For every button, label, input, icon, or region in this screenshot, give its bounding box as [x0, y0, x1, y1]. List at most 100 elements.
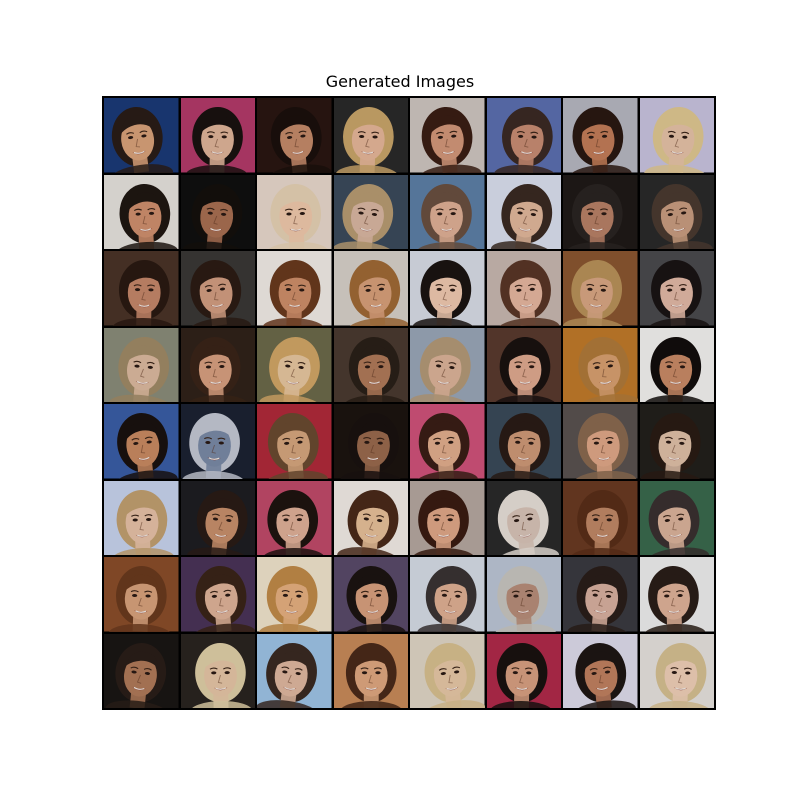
face-thumbnail	[486, 251, 561, 326]
generated-face-image	[257, 557, 332, 632]
generated-face-image	[563, 251, 638, 326]
generated-face-image	[104, 404, 179, 479]
generated-face-image	[257, 98, 332, 173]
generated-face-image	[180, 327, 255, 402]
face-thumbnail	[410, 174, 485, 249]
generated-face-image	[104, 480, 179, 555]
face-thumbnail	[486, 557, 561, 632]
face-thumbnail	[333, 98, 408, 173]
generated-face-image	[104, 327, 179, 402]
generated-face-image	[563, 633, 638, 708]
face-thumbnail	[257, 251, 332, 326]
generated-face-image	[410, 327, 485, 402]
face-thumbnail	[486, 98, 561, 173]
generated-face-image	[333, 480, 408, 555]
face-thumbnail	[639, 327, 714, 402]
generated-face-image	[486, 174, 561, 249]
face-thumbnail	[257, 327, 332, 402]
face-thumbnail	[639, 251, 714, 326]
generated-face-image	[180, 174, 255, 249]
face-thumbnail	[257, 98, 332, 173]
face-thumbnail	[257, 557, 332, 632]
generated-face-image	[180, 480, 255, 555]
face-thumbnail	[104, 480, 179, 555]
generated-face-image	[104, 174, 179, 249]
generated-face-image	[333, 251, 408, 326]
generated-face-image	[639, 557, 714, 632]
generated-face-image	[333, 557, 408, 632]
face-thumbnail	[410, 633, 485, 708]
generated-face-image	[104, 557, 179, 632]
generated-face-image	[333, 98, 408, 173]
face-thumbnail	[104, 557, 179, 632]
face-thumbnail	[180, 174, 255, 249]
generated-face-image	[563, 174, 638, 249]
face-thumbnail	[180, 404, 255, 479]
generated-face-image	[486, 404, 561, 479]
face-thumbnail	[639, 633, 714, 708]
generated-face-image	[257, 327, 332, 402]
face-thumbnail	[104, 251, 179, 326]
face-thumbnail	[486, 174, 561, 249]
face-thumbnail	[486, 404, 561, 479]
generated-face-image	[486, 327, 561, 402]
face-thumbnail	[180, 480, 255, 555]
face-thumbnail	[410, 251, 485, 326]
face-thumbnail	[410, 404, 485, 479]
generated-face-image	[333, 174, 408, 249]
generated-face-image	[104, 633, 179, 708]
generated-face-image	[639, 251, 714, 326]
generated-face-image	[639, 174, 714, 249]
face-thumbnail	[333, 480, 408, 555]
face-thumbnail	[180, 98, 255, 173]
face-thumbnail	[563, 251, 638, 326]
generated-face-image	[257, 174, 332, 249]
generated-face-image	[639, 98, 714, 173]
generated-face-image	[563, 98, 638, 173]
generated-face-image	[180, 404, 255, 479]
generated-face-image	[639, 480, 714, 555]
face-thumbnail	[486, 480, 561, 555]
face-thumbnail	[639, 404, 714, 479]
face-thumbnail	[180, 557, 255, 632]
generated-face-image	[180, 633, 255, 708]
image-grid-frame	[102, 96, 716, 710]
generated-face-image	[639, 633, 714, 708]
face-thumbnail	[486, 327, 561, 402]
generated-face-image	[486, 98, 561, 173]
face-thumbnail	[486, 633, 561, 708]
face-thumbnail	[563, 633, 638, 708]
face-thumbnail	[180, 327, 255, 402]
face-thumbnail	[333, 327, 408, 402]
generated-face-image	[410, 98, 485, 173]
face-thumbnail	[333, 404, 408, 479]
generated-face-image	[104, 98, 179, 173]
generated-face-image	[563, 327, 638, 402]
generated-face-image	[639, 327, 714, 402]
face-thumbnail	[563, 174, 638, 249]
face-thumbnail	[180, 633, 255, 708]
generated-face-image	[486, 480, 561, 555]
face-thumbnail	[333, 633, 408, 708]
generated-face-image	[410, 174, 485, 249]
face-thumbnail	[410, 557, 485, 632]
face-thumbnail	[104, 327, 179, 402]
generated-face-image	[486, 557, 561, 632]
generated-face-image	[180, 251, 255, 326]
face-thumbnail	[639, 480, 714, 555]
face-thumbnail	[639, 557, 714, 632]
image-grid	[104, 98, 714, 708]
generated-face-image	[410, 480, 485, 555]
face-thumbnail	[639, 98, 714, 173]
face-thumbnail	[639, 174, 714, 249]
face-thumbnail	[104, 174, 179, 249]
face-thumbnail	[257, 174, 332, 249]
face-thumbnail	[563, 404, 638, 479]
face-thumbnail	[333, 251, 408, 326]
face-thumbnail	[257, 633, 332, 708]
face-thumbnail	[410, 98, 485, 173]
figure-title: Generated Images	[325, 72, 475, 91]
face-thumbnail	[563, 480, 638, 555]
generated-face-image	[257, 633, 332, 708]
generated-face-image	[180, 557, 255, 632]
